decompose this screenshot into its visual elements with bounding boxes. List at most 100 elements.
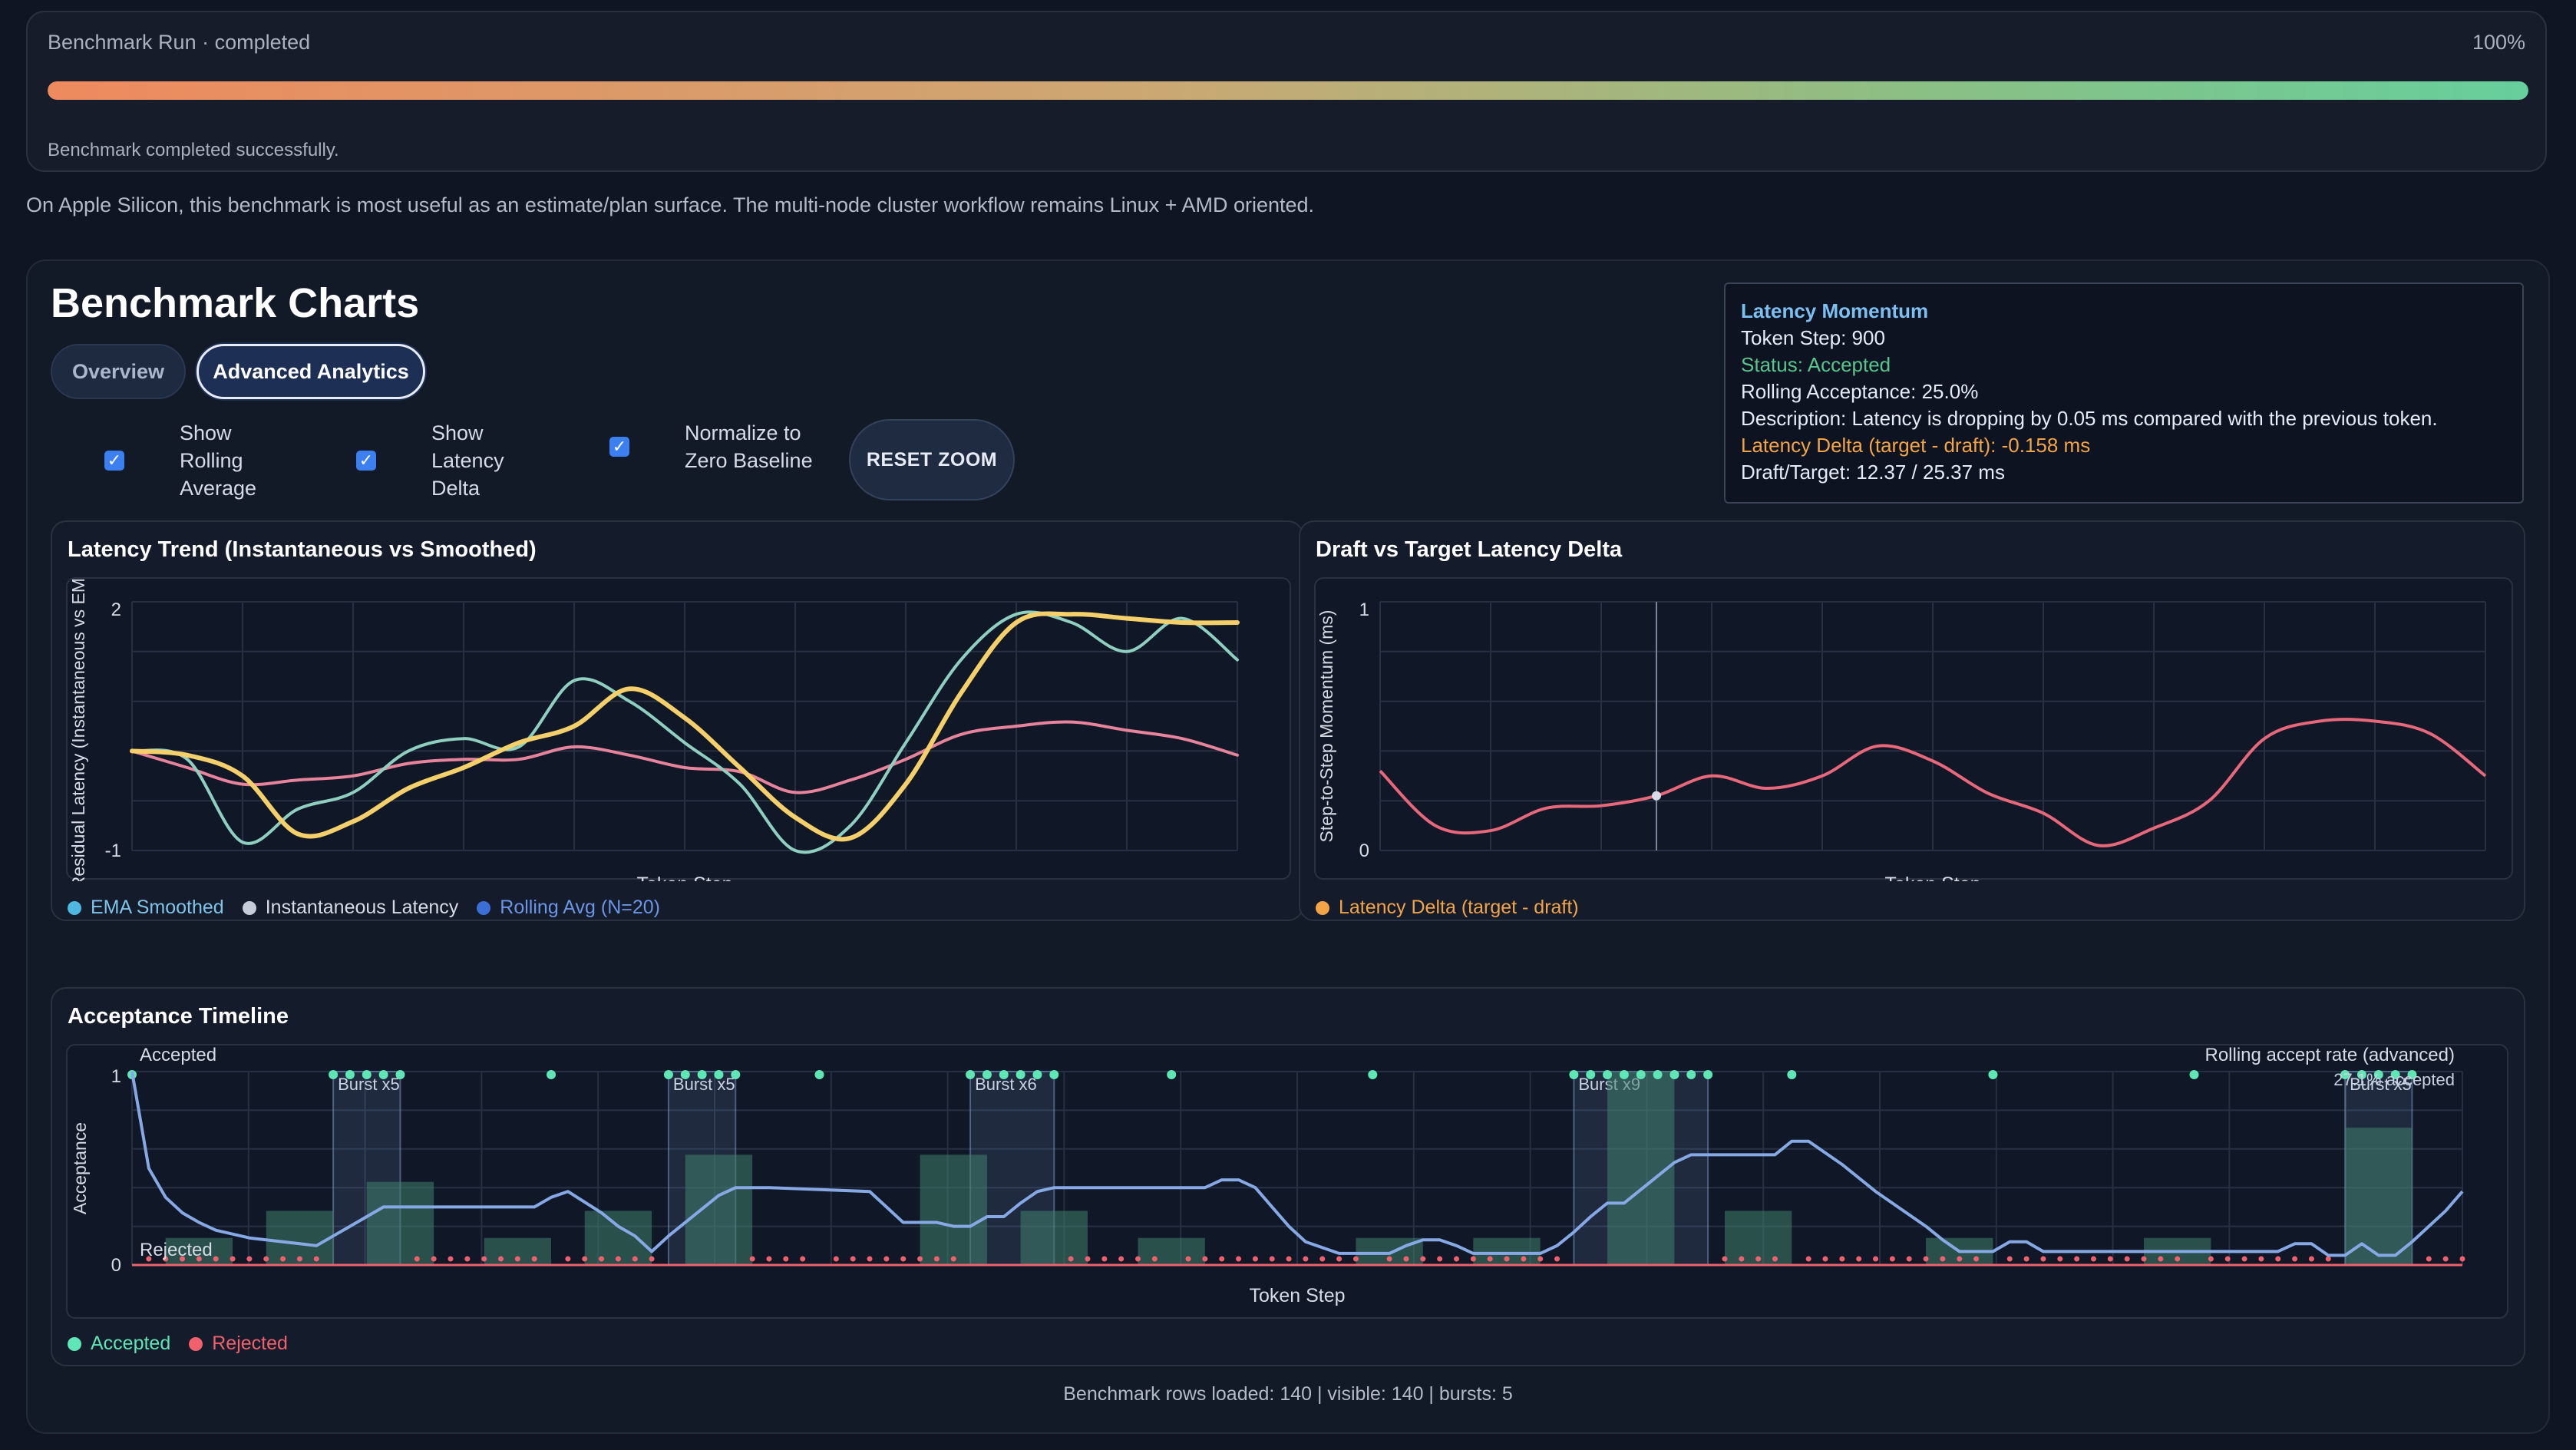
rejected-point-53 <box>1352 1256 1359 1262</box>
rejected-point-86 <box>2107 1256 2113 1262</box>
rejected-point-40 <box>1118 1256 1125 1262</box>
accepted-point-8 <box>680 1070 690 1079</box>
rejected-point-4 <box>213 1256 219 1262</box>
rejected-point-85 <box>2090 1256 2096 1262</box>
timeline-accepted-label: Accepted <box>140 1045 216 1065</box>
accepted-point-36 <box>2390 1070 2400 1079</box>
rejected-point-67 <box>1755 1256 1762 1262</box>
rejected-point-60 <box>1487 1256 1493 1262</box>
rejected-point-8 <box>280 1256 286 1262</box>
rejected-point-22 <box>615 1256 621 1262</box>
latency-trend-svg[interactable]: 2 -1 Token Step Residual Latency (Instantan… <box>68 579 1293 881</box>
progress-bar <box>48 81 2528 100</box>
rejected-point-42 <box>1151 1256 1158 1262</box>
accepted-point-19 <box>1167 1070 1177 1079</box>
rejected-point-23 <box>632 1256 638 1262</box>
rejected-point-64 <box>1554 1256 1560 1262</box>
rejected-point-37 <box>1068 1256 1074 1262</box>
rejected-point-34 <box>917 1256 923 1262</box>
accepted-point-10 <box>714 1070 724 1079</box>
tab-advanced-analytics[interactable]: Advanced Analytics <box>197 344 425 399</box>
accepted-point-29 <box>1703 1070 1713 1079</box>
rejected-point-59 <box>1470 1256 1476 1262</box>
latency-delta-panel: Draft vs Target Latency Delta 1 0 Token St… <box>1299 520 2525 921</box>
timeline-bar-11 <box>1607 1072 1675 1265</box>
rejected-point-83 <box>2057 1256 2063 1262</box>
rejected-point-3 <box>196 1256 202 1262</box>
rejected-point-45 <box>1219 1256 1225 1262</box>
rejected-point-27 <box>783 1256 789 1262</box>
accepted-point-21 <box>1569 1070 1579 1079</box>
delta-xlabel: Token Step <box>1884 874 1980 881</box>
accepted-point-31 <box>1988 1070 1998 1079</box>
latency-delta-plot[interactable]: 1 0 Token Step Step-to-Step Momentum (ms) <box>1314 577 2515 881</box>
accepted-point-30 <box>1787 1070 1797 1079</box>
progress-fill <box>48 81 2528 100</box>
accepted-point-23 <box>1603 1070 1613 1079</box>
legend-instantaneous-dot <box>242 900 256 915</box>
rejected-point-44 <box>1202 1256 1208 1262</box>
accepted-point-6 <box>547 1070 556 1079</box>
rejected-point-73 <box>1873 1256 1879 1262</box>
legend-rejected[interactable]: Rejected <box>189 1333 288 1355</box>
toggle-normalize-baseline[interactable]: ✓ Normalize to Zero Baseline <box>609 419 815 474</box>
legend-accepted[interactable]: Accepted <box>68 1333 170 1355</box>
toggle-rolling-average[interactable]: ✓ Show Rolling Average <box>104 419 287 502</box>
latency-trend-plot[interactable]: 2 -1 Token Step Residual Latency (Instantan… <box>66 577 1293 881</box>
legend-rolling-label: Rolling Avg (N=20) <box>500 897 660 918</box>
rejected-point-41 <box>1135 1256 1141 1262</box>
rejected-point-68 <box>1772 1256 1778 1262</box>
rejected-point-16 <box>498 1256 504 1262</box>
normalize-baseline-checkbox[interactable]: ✓ <box>609 437 629 457</box>
rejected-point-10 <box>313 1256 319 1262</box>
tab-overview[interactable]: Overview <box>51 344 186 399</box>
accepted-point-16 <box>1016 1070 1025 1079</box>
accepted-point-4 <box>378 1070 388 1079</box>
accepted-point-26 <box>1653 1070 1663 1079</box>
latency-delta-svg[interactable]: 1 0 Token Step Step-to-Step Momentum (ms) <box>1316 579 2515 881</box>
rejected-point-89 <box>2158 1256 2164 1262</box>
rejected-point-91 <box>2208 1256 2214 1262</box>
timeline-bar-15 <box>2345 1128 2413 1265</box>
legend-instantaneous[interactable]: Instantaneous Latency <box>242 897 459 919</box>
legend-delta[interactable]: Latency Delta (target - draft) <box>1316 897 1579 919</box>
toggle-latency-delta[interactable]: ✓ Show Latency Delta <box>356 419 539 502</box>
acceptance-timeline-panel: Acceptance Timeline Burst x5 Burst x5 Burs… <box>51 987 2525 1366</box>
latency-delta-label: Show Latency Delta <box>431 421 504 500</box>
legend-rolling[interactable]: Rolling Avg (N=20) <box>477 897 660 919</box>
delta-ylabel: Step-to-Step Momentum (ms) <box>1316 610 1336 843</box>
trend-ylabel: Residual Latency (Instantaneous vs EM... <box>68 579 88 881</box>
legend-instantaneous-label: Instantaneous Latency <box>265 897 459 918</box>
accepted-point-12 <box>814 1070 824 1079</box>
legend-ema[interactable]: EMA Smoothed <box>68 897 224 919</box>
latency-delta-checkbox[interactable]: ✓ <box>356 451 376 471</box>
rejected-point-32 <box>883 1256 890 1262</box>
rejected-point-97 <box>2308 1256 2314 1262</box>
platform-note: On Apple Silicon, this benchmark is most… <box>26 193 1315 216</box>
rejected-point-79 <box>1973 1256 1980 1262</box>
tooltip-title: Latency Momentum <box>1741 299 1929 322</box>
rejected-point-48 <box>1269 1256 1275 1262</box>
run-status: Benchmark completed successfully. <box>48 140 339 160</box>
rejected-point-100 <box>2442 1256 2449 1262</box>
rejected-point-29 <box>833 1256 839 1262</box>
rejected-point-17 <box>514 1256 520 1262</box>
accepted-point-24 <box>1619 1070 1629 1079</box>
rejected-point-26 <box>766 1256 772 1262</box>
delta-series-line <box>1379 718 2487 847</box>
rejected-point-30 <box>850 1256 856 1262</box>
rejected-point-94 <box>2258 1256 2264 1262</box>
rejected-point-36 <box>950 1256 956 1262</box>
rejected-point-99 <box>2426 1256 2432 1262</box>
accepted-point-5 <box>395 1070 405 1079</box>
trend-ytick-bottom: -1 <box>105 841 121 861</box>
tooltip-status: Status: Accepted <box>1741 353 1891 376</box>
rejected-point-14 <box>464 1256 471 1262</box>
accepted-point-15 <box>999 1070 1009 1079</box>
legend-rejected-dot <box>189 1336 203 1351</box>
rolling-average-checkbox[interactable]: ✓ <box>104 451 124 471</box>
reset-zoom-button[interactable]: RESET ZOOM <box>849 419 1015 500</box>
rejected-point-15 <box>481 1256 487 1262</box>
